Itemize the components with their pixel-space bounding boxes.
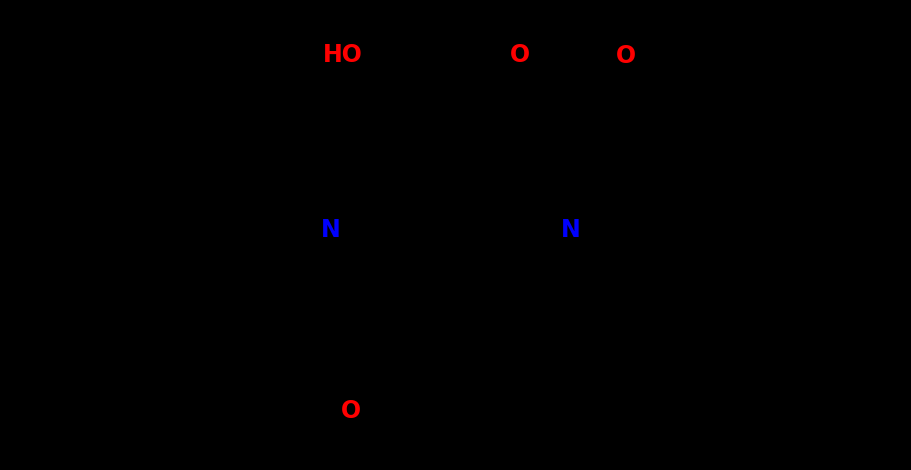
Text: O: O bbox=[509, 43, 529, 67]
Text: O: O bbox=[341, 399, 361, 423]
Text: N: N bbox=[560, 218, 580, 242]
Text: HO: HO bbox=[322, 43, 363, 67]
Text: O: O bbox=[615, 44, 635, 68]
Text: N: N bbox=[321, 218, 341, 242]
